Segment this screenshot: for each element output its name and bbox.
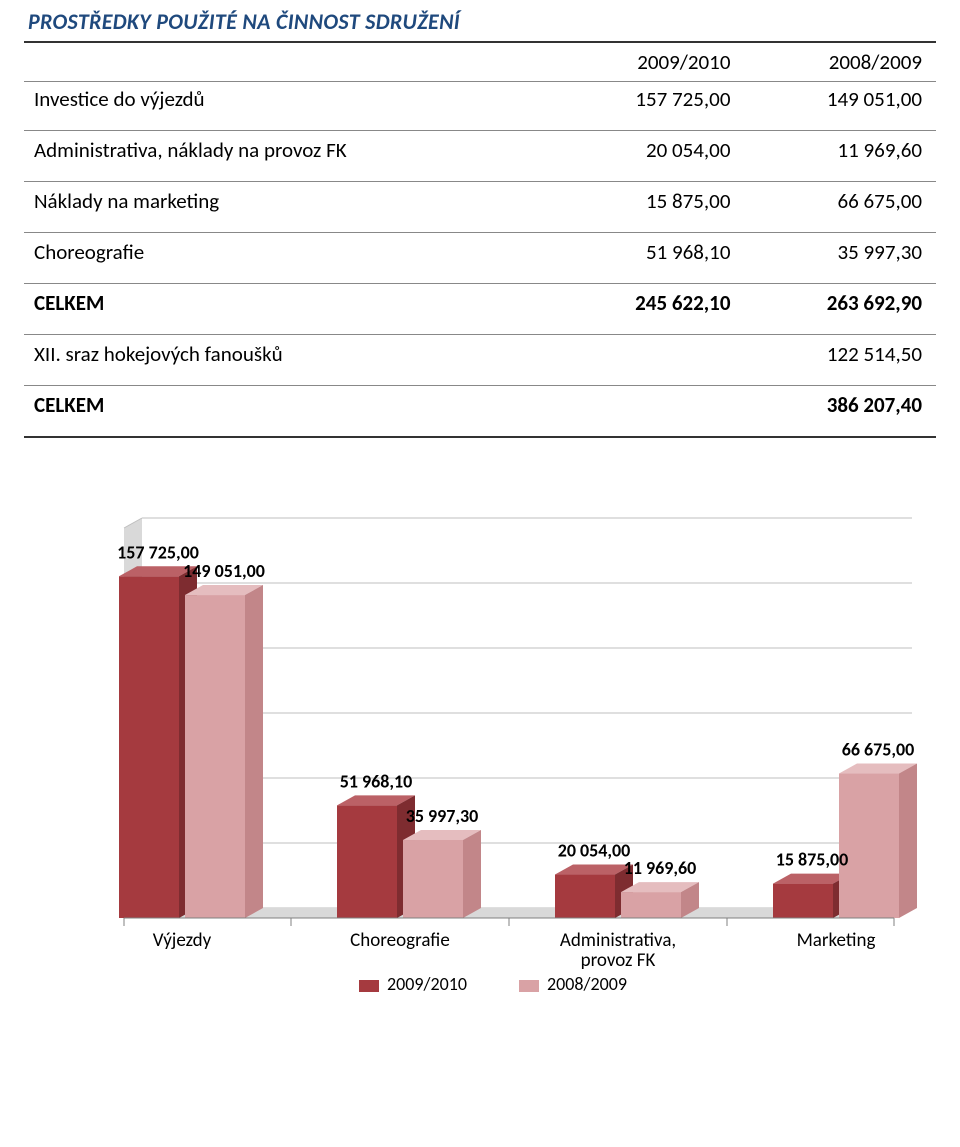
row-label: Investice do výjezdů	[24, 82, 553, 131]
row-col2: 66 675,00	[744, 182, 936, 233]
row-col2: 122 514,50	[744, 335, 936, 386]
row-label: CELKEM	[24, 386, 553, 438]
table-row: Náklady na marketing15 875,0066 675,00	[24, 182, 936, 233]
table-header-col2: 2008/2009	[744, 42, 936, 82]
row-col2: 35 997,30	[744, 233, 936, 284]
svg-text:35 997,30: 35 997,30	[406, 805, 479, 827]
row-col1	[553, 335, 745, 386]
funds-table: 2009/20102008/2009Investice do výjezdů15…	[24, 41, 936, 438]
row-col2: 149 051,00	[744, 82, 936, 131]
row-col1: 51 968,10	[553, 233, 745, 284]
page-title: PROSTŘEDKY POUŽITÉ NA ČINNOST SDRUŽENÍ	[24, 8, 936, 35]
svg-text:51 968,10: 51 968,10	[340, 770, 413, 792]
svg-text:15 875,00: 15 875,00	[776, 849, 849, 871]
row-col1: 20 054,00	[553, 131, 745, 182]
svg-text:66 675,00: 66 675,00	[842, 739, 915, 761]
table-header-col1: 2009/2010	[553, 42, 745, 82]
row-label: XII. sraz hokejových fanoušků	[24, 335, 553, 386]
table-header-empty	[24, 42, 553, 82]
svg-text:provoz FK: provoz FK	[581, 949, 656, 972]
svg-text:149 051,00: 149 051,00	[183, 560, 265, 582]
table-row: Investice do výjezdů157 725,00149 051,00	[24, 82, 936, 131]
svg-text:2009/2010: 2009/2010	[387, 973, 467, 995]
row-col1: 157 725,00	[553, 82, 745, 131]
row-col1: 15 875,00	[553, 182, 745, 233]
table-row: CELKEM 386 207,40	[24, 386, 936, 438]
svg-text:20 054,00: 20 054,00	[558, 840, 631, 862]
svg-text:Choreografie: Choreografie	[350, 929, 450, 952]
row-col2: 386 207,40	[744, 386, 936, 438]
table-row: XII. sraz hokejových fanoušků 122 514,50	[24, 335, 936, 386]
row-label: Administrativa, náklady na provoz FK	[24, 131, 553, 182]
bar-chart: 157 725,00149 051,0051 968,1035 997,3020…	[24, 508, 936, 1048]
row-label: Náklady na marketing	[24, 182, 553, 233]
svg-text:Marketing: Marketing	[797, 929, 876, 952]
bar-chart-svg: 157 725,00149 051,0051 968,1035 997,3020…	[64, 508, 924, 1048]
row-col2: 11 969,60	[744, 131, 936, 182]
table-row: CELKEM245 622,10263 692,90	[24, 284, 936, 335]
row-col1: 245 622,10	[553, 284, 745, 335]
row-col1	[553, 386, 745, 438]
table-row: Choreografie51 968,1035 997,30	[24, 233, 936, 284]
row-col2: 263 692,90	[744, 284, 936, 335]
row-label: CELKEM	[24, 284, 553, 335]
svg-text:Výjezdy: Výjezdy	[153, 929, 212, 952]
table-row: Administrativa, náklady na provoz FK20 0…	[24, 131, 936, 182]
svg-text:2008/2009: 2008/2009	[547, 973, 627, 995]
row-label: Choreografie	[24, 233, 553, 284]
svg-text:11 969,60: 11 969,60	[624, 857, 697, 879]
